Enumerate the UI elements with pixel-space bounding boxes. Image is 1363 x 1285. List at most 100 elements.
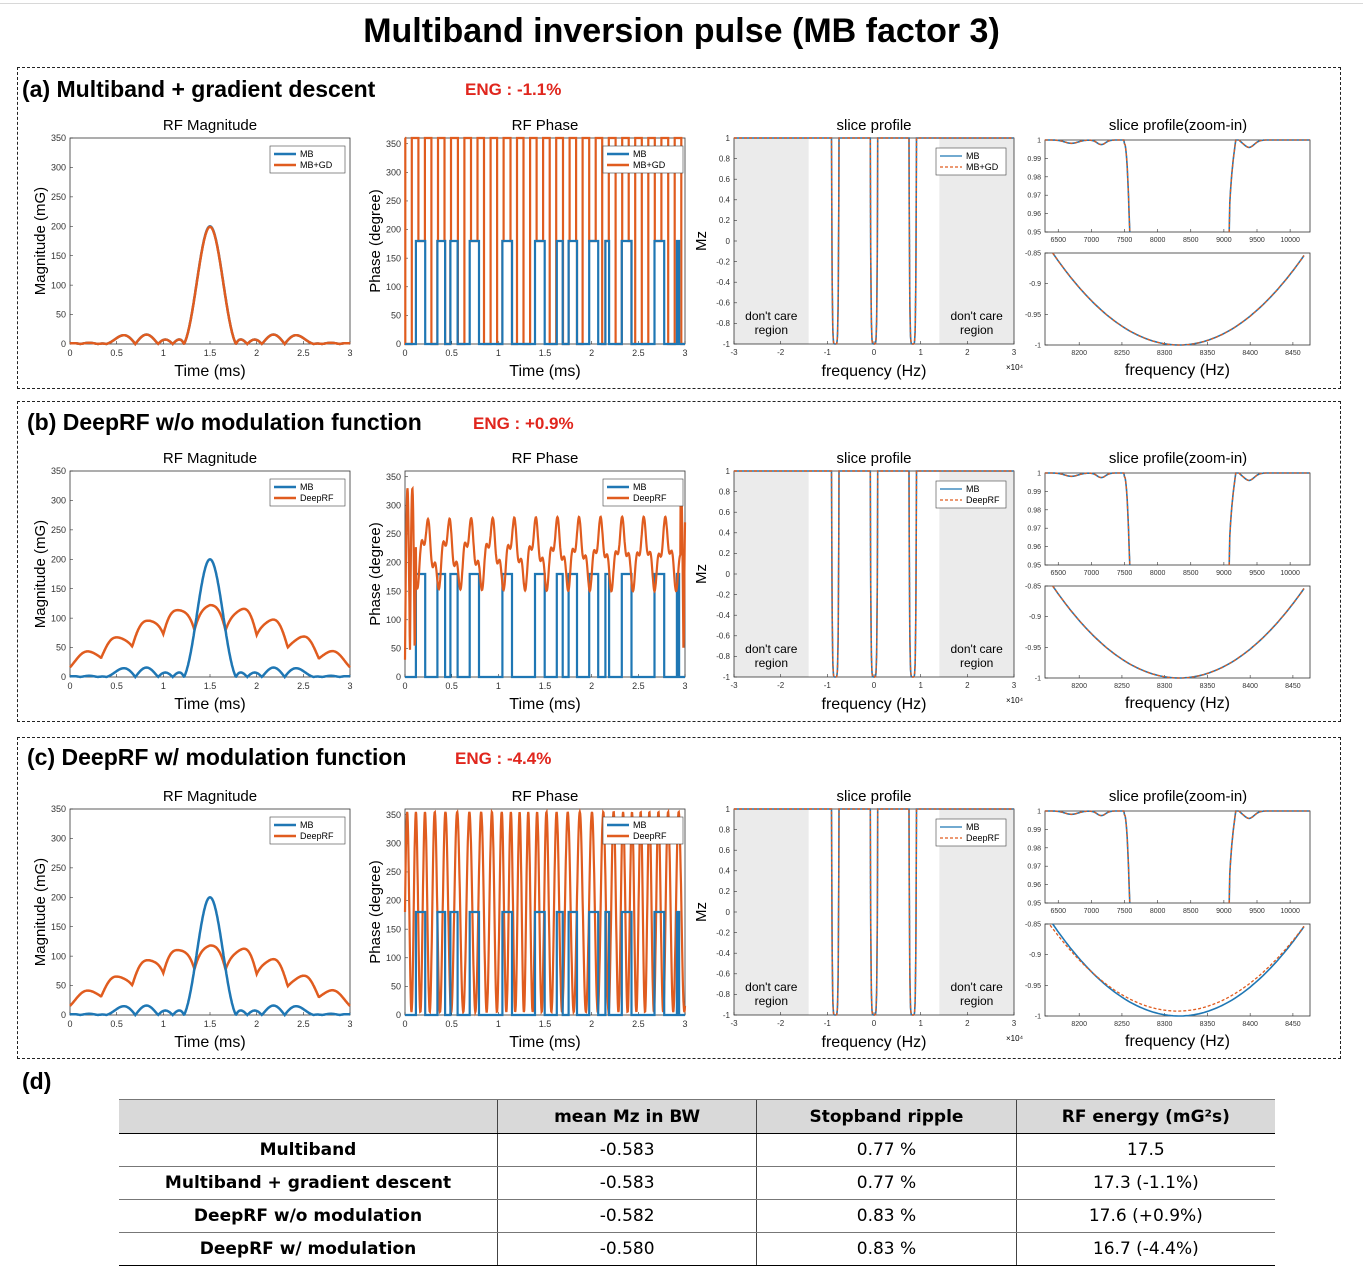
x-tick-label: 8200 xyxy=(1071,350,1087,357)
figure-title: Multiband inversion pulse (MB factor 3) xyxy=(363,12,1000,50)
x-tick-label: 8000 xyxy=(1150,237,1166,244)
x-tick-label: 8450 xyxy=(1285,1021,1301,1028)
dont-care-label: don't care xyxy=(951,309,1004,323)
y-tick-label: -1 xyxy=(723,673,731,682)
x-tick-label: 3 xyxy=(1012,348,1017,357)
other-profile-line xyxy=(734,470,1014,678)
legend-label-mb: MB xyxy=(633,482,647,492)
x-tick-label: 1 xyxy=(496,1019,501,1029)
legend-label-other: DeepRF xyxy=(633,831,667,841)
x-tick-label: 8000 xyxy=(1150,570,1166,577)
legend-label-other: DeepRF xyxy=(300,493,334,503)
x-tick-label: -2 xyxy=(777,348,785,357)
x-tick-label: 0.5 xyxy=(110,1019,123,1029)
dont-care-label: region xyxy=(960,323,993,337)
x-tick-label: 9500 xyxy=(1249,237,1265,244)
y-tick-label: 0.96 xyxy=(1027,211,1041,218)
y-tick-label: 0.97 xyxy=(1027,864,1041,871)
other-zoom-bottom-line xyxy=(1052,585,1305,679)
zoom-profile-chart-c: slice profile(zoom-in) 6500 7000 7500 8000 85… xyxy=(1025,788,1311,1050)
y-tick-label: 150 xyxy=(51,251,66,261)
legend-label-mb: MB xyxy=(633,149,647,159)
x-tick-label: 0.5 xyxy=(110,681,123,691)
x-tick-label: 9000 xyxy=(1216,570,1232,577)
x-axis-label: frequency (Hz) xyxy=(1125,1033,1230,1050)
rf-phase-chart-c: RF Phase 0 0.5 1 1.5 2 2.5 3 0 50 100 150 200 250 300 3… xyxy=(367,788,688,1051)
x-tick-label: 1.5 xyxy=(539,1019,552,1029)
y-tick-label: 0.96 xyxy=(1027,544,1041,551)
y-tick-label: 50 xyxy=(391,644,401,654)
table-cell: -0.583 xyxy=(497,1133,757,1167)
x-tick-label: 1 xyxy=(918,681,923,690)
y-tick-label: 1 xyxy=(726,467,731,476)
dont-care-label: region xyxy=(755,323,788,337)
y-tick-label: 0.8 xyxy=(719,487,731,496)
x-axis-label: Time (ms) xyxy=(509,696,580,713)
y-axis-label: Mz xyxy=(693,231,710,251)
x-axis-label: Time (ms) xyxy=(174,1034,245,1051)
chart-title: RF Phase xyxy=(512,788,579,805)
y-tick-label: 300 xyxy=(386,838,401,848)
x-axis-label: Time (ms) xyxy=(509,1034,580,1051)
y-axis-label: Magnitude (mG) xyxy=(32,520,49,628)
table-cell: -0.583 xyxy=(497,1166,757,1200)
plot-frame xyxy=(1044,923,1311,1017)
x-tick-label: 2 xyxy=(589,1019,594,1029)
legend-box xyxy=(935,480,1007,509)
x-tick-label: 7500 xyxy=(1117,237,1133,244)
plot-frame xyxy=(1044,472,1311,566)
plot-frame xyxy=(1044,585,1311,679)
legend-label-mb: MB xyxy=(966,151,980,161)
x-tick-label: 2.5 xyxy=(632,1019,645,1029)
other-magnitude-line xyxy=(69,944,351,1007)
mb-zoom-bottom-line xyxy=(1052,585,1305,679)
dont-care-label: don't care xyxy=(951,980,1004,994)
y-tick-label: 350 xyxy=(51,466,66,476)
y-tick-label: 0.8 xyxy=(719,154,731,163)
x-tick-label: 1.5 xyxy=(539,348,552,358)
panel-b-eng: ENG : +0.9% xyxy=(473,414,574,433)
y-axis-label: Mz xyxy=(693,564,710,584)
zoom-profile-chart-b: slice profile(zoom-in) 6500 7000 7500 8000 85… xyxy=(1025,450,1311,712)
legend-box xyxy=(602,816,684,845)
table-section-label: (d) xyxy=(22,1068,52,1094)
x-tick-label: -3 xyxy=(730,348,738,357)
y-tick-label: 350 xyxy=(386,472,401,482)
y-tick-label: -0.2 xyxy=(716,257,730,266)
y-tick-label: 1 xyxy=(726,134,731,143)
x-axis-label: frequency (Hz) xyxy=(1125,695,1230,712)
x-tick-label: 3 xyxy=(682,681,687,691)
y-tick-label: 0.4 xyxy=(719,867,731,876)
y-tick-label: 1 xyxy=(1037,808,1041,815)
x-scale-label: ×10⁴ xyxy=(1006,696,1024,705)
x-tick-label: 0.5 xyxy=(110,348,123,358)
x-tick-label: 7000 xyxy=(1084,237,1100,244)
legend-label-other: MB+GD xyxy=(633,160,666,170)
y-tick-label: -0.95 xyxy=(1025,312,1041,319)
y-tick-label: -0.4 xyxy=(716,611,730,620)
table-row: DeepRF w/o modulation -0.582 0.83 % 17.6… xyxy=(119,1199,1275,1233)
y-tick-label: 0.2 xyxy=(719,216,731,225)
x-tick-label: 0.5 xyxy=(445,348,458,358)
rf-phase-chart-b: RF Phase 0 0.5 1 1.5 2 2.5 3 0 50 100 150 200 250 300 3… xyxy=(367,450,688,713)
y-tick-label: 300 xyxy=(51,834,66,844)
x-tick-label: 8500 xyxy=(1183,237,1199,244)
y-tick-label: 0 xyxy=(61,672,66,682)
y-tick-label: 0.6 xyxy=(719,846,731,855)
y-tick-label: 1 xyxy=(1037,137,1041,144)
x-tick-label: 9000 xyxy=(1216,237,1232,244)
x-axis-label: frequency (Hz) xyxy=(822,363,927,380)
chart-title: RF Magnitude xyxy=(163,117,257,134)
x-tick-label: 3 xyxy=(347,348,352,358)
table-cell: Multiband xyxy=(119,1133,498,1167)
table-cell: -0.580 xyxy=(497,1232,757,1266)
y-tick-label: 50 xyxy=(56,981,66,991)
x-axis-label: frequency (Hz) xyxy=(1125,362,1230,379)
legend-box xyxy=(269,816,346,845)
legend-label-mb: MB xyxy=(300,482,314,492)
x-tick-label: 6500 xyxy=(1050,570,1066,577)
y-tick-label: 300 xyxy=(386,500,401,510)
x-tick-label: 8250 xyxy=(1114,683,1130,690)
y-tick-label: 250 xyxy=(51,192,66,202)
x-tick-label: 8450 xyxy=(1285,683,1301,690)
